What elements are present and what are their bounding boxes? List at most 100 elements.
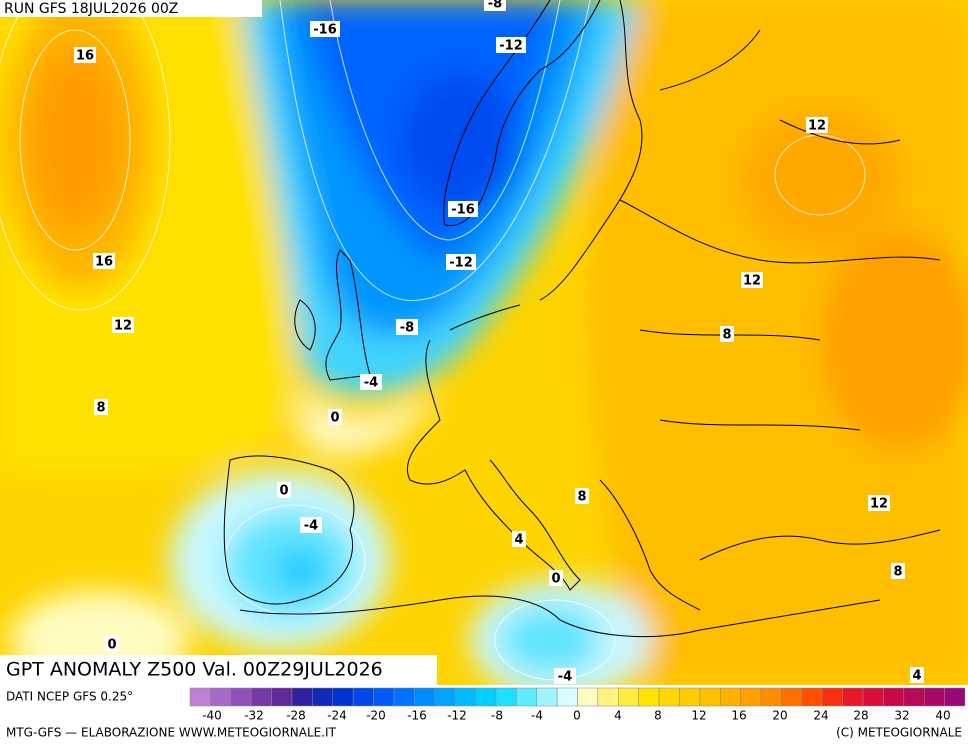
label-box — [105, 636, 119, 652]
label-box — [720, 326, 734, 342]
colorbar-swatch — [332, 687, 354, 707]
colorbar-tick-label: 20 — [772, 709, 787, 723]
label-box — [300, 517, 322, 533]
colorbar-tick-label: -32 — [244, 709, 264, 723]
colorbar-swatch — [658, 687, 680, 707]
colorbar-swatch — [250, 687, 272, 707]
label-box — [112, 317, 134, 333]
label-box — [910, 667, 924, 683]
colorbar-swatch — [923, 687, 945, 707]
label-box — [328, 409, 342, 425]
label-box — [891, 563, 905, 579]
colorbar-swatch — [495, 687, 517, 707]
colorbar-swatch — [516, 687, 537, 707]
colorbar-tick-label: -24 — [327, 709, 347, 723]
contour-label: 0 — [551, 572, 560, 587]
label-box — [512, 531, 526, 547]
colorbar-tick-label: 0 — [573, 709, 581, 723]
contour-label: 12 — [743, 274, 761, 289]
contour-label: 8 — [893, 565, 902, 580]
label-box — [277, 482, 291, 498]
colorbar-tick-label: 32 — [894, 709, 909, 723]
label-box — [549, 570, 563, 586]
colorbar-swatch — [944, 687, 966, 707]
label-box — [446, 254, 476, 270]
contour-label: -16 — [451, 203, 475, 218]
contour-label: -4 — [304, 519, 318, 534]
colorbar-tick-label: 8 — [654, 709, 662, 723]
contour-label: -12 — [499, 39, 523, 54]
contour-label: 12 — [870, 497, 888, 512]
title-box — [0, 655, 437, 685]
contour-label: 16 — [95, 255, 113, 270]
label-box — [741, 272, 763, 288]
contour-label: -12 — [449, 256, 473, 271]
colorbar-tick-label: 16 — [731, 709, 746, 723]
contour-label: 12 — [808, 119, 826, 134]
label-box — [554, 668, 576, 684]
colorbar-swatch — [210, 687, 232, 707]
colorbar-tick-label: -16 — [407, 709, 427, 723]
colorbar-swatch — [536, 687, 558, 707]
colorbar-swatch — [679, 687, 701, 707]
contour-label: 0 — [107, 638, 116, 653]
colorbar-swatch — [760, 687, 782, 707]
label-box — [396, 319, 418, 335]
label-box — [484, 0, 506, 11]
contour-label: 0 — [330, 411, 339, 426]
colorbar-swatch — [842, 687, 864, 707]
colorbar-tick-label: 24 — [813, 709, 828, 723]
colorbar-tick-label: 12 — [691, 709, 706, 723]
label-box — [310, 21, 340, 37]
colorbar-tick-label: -20 — [366, 709, 386, 723]
colorbar-swatch — [189, 687, 211, 707]
colorbar-swatch — [434, 687, 456, 707]
colorbar: -40 -32 -28 -24 -20 -16 -12 -8 -4 0 4 8 12 16 20 24 28 32… — [189, 687, 966, 723]
contour-label: -8 — [488, 0, 502, 12]
colorbar-swatch — [312, 687, 334, 707]
label-box — [806, 117, 828, 133]
colorbar-swatch — [454, 687, 476, 707]
contour-label: 4 — [912, 669, 921, 684]
map-title: GPT ANOMALY Z500 Val. 00Z29JUL2026 — [6, 659, 383, 681]
colorbar-swatch — [801, 687, 823, 707]
run-label: RUN GFS 18JUL2026 00Z — [4, 1, 178, 17]
colorbar-swatch — [577, 687, 599, 707]
colorbar-swatch — [271, 687, 293, 707]
label-box — [496, 37, 526, 53]
contour-label: 8 — [722, 328, 731, 343]
colorbar-swatch — [618, 687, 639, 707]
colorbar-tick-label: -8 — [491, 709, 503, 723]
label-box — [575, 488, 589, 504]
contour-label: 16 — [76, 49, 94, 64]
source-text: DATI NCEP GFS 0.25° — [6, 690, 133, 704]
colorbar-swatch — [414, 687, 435, 707]
anomaly-field — [0, 0, 968, 700]
colorbar-swatch — [903, 687, 925, 707]
colorbar-tick-label: 28 — [853, 709, 868, 723]
colorbar-tick-label: 4 — [614, 709, 622, 723]
label-box — [74, 47, 96, 63]
colorbar-swatch — [352, 687, 374, 707]
colorbar-tick-label: -28 — [286, 709, 306, 723]
colorbar-swatch — [862, 687, 884, 707]
label-box — [94, 399, 108, 415]
colorbar-swatch — [720, 687, 741, 707]
label-box — [868, 495, 890, 511]
colorbar-swatch — [291, 687, 313, 707]
colorbar-swatch — [230, 687, 252, 707]
contour-label: 12 — [114, 319, 132, 334]
contour-label: -16 — [313, 23, 337, 38]
contour-label: 8 — [577, 490, 586, 505]
contour-labels: -8 -16 -12 16 12 -16 -12 16 12 12 -8 8 -4 8 0 0 8 12 -4 4 0 8… — [74, 0, 924, 685]
label-box — [93, 253, 115, 269]
contour-label: -8 — [400, 321, 414, 336]
colorbar-tick-label: 40 — [935, 709, 950, 723]
colorbar-swatch — [699, 687, 721, 707]
credit-text: MTG-GFS — ELABORAZIONE WWW.METEOGIORNALE… — [6, 726, 337, 740]
contour-label: -4 — [364, 376, 378, 391]
colorbar-swatch — [781, 687, 803, 707]
colorbar-tick-label: -4 — [531, 709, 543, 723]
contour-label: 0 — [279, 484, 288, 499]
label-box — [448, 201, 478, 217]
